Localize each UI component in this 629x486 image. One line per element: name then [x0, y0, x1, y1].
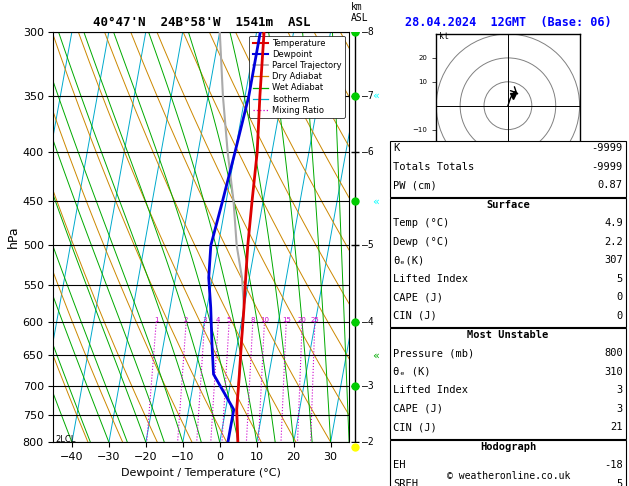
Text: Most Unstable: Most Unstable	[467, 330, 548, 340]
Text: 50: 50	[470, 144, 479, 150]
Text: km
ASL: km ASL	[351, 2, 369, 23]
Text: Totals Totals: Totals Totals	[393, 162, 474, 172]
Text: –4: –4	[362, 317, 374, 327]
X-axis label: Dewpoint / Temperature (°C): Dewpoint / Temperature (°C)	[121, 468, 281, 478]
Text: © weatheronline.co.uk: © weatheronline.co.uk	[447, 471, 570, 481]
Text: Hodograph: Hodograph	[480, 442, 536, 452]
Text: 2.2: 2.2	[604, 237, 623, 247]
Text: 5: 5	[616, 274, 623, 284]
Text: EH: EH	[393, 460, 406, 470]
Text: SREH: SREH	[393, 479, 418, 486]
Title: 40°47'N  24B°58'W  1541m  ASL: 40°47'N 24B°58'W 1541m ASL	[92, 16, 310, 29]
Text: 10: 10	[260, 317, 269, 323]
Text: «: «	[372, 91, 379, 101]
Text: 100: 100	[451, 158, 464, 164]
Text: Dewp (°C): Dewp (°C)	[393, 237, 449, 247]
Text: –5: –5	[362, 241, 374, 250]
Text: 3: 3	[203, 317, 207, 323]
Text: -18: -18	[604, 460, 623, 470]
Y-axis label: hPa: hPa	[7, 226, 20, 248]
Text: θₑ(K): θₑ(K)	[393, 255, 425, 265]
Text: PW (cm): PW (cm)	[393, 180, 437, 191]
Text: 307: 307	[604, 255, 623, 265]
Text: 5: 5	[227, 317, 231, 323]
Text: 4.9: 4.9	[604, 218, 623, 228]
Text: CIN (J): CIN (J)	[393, 422, 437, 433]
Text: 28.04.2024  12GMT  (Base: 06): 28.04.2024 12GMT (Base: 06)	[405, 16, 611, 29]
Text: Pressure (mb): Pressure (mb)	[393, 348, 474, 359]
Text: 800: 800	[604, 348, 623, 359]
Text: Lifted Index: Lifted Index	[393, 385, 468, 396]
Text: θₑ (K): θₑ (K)	[393, 367, 431, 377]
Text: 1: 1	[154, 317, 159, 323]
Text: CAPE (J): CAPE (J)	[393, 404, 443, 414]
Text: Mixing Ratio (g/kg): Mixing Ratio (g/kg)	[412, 181, 422, 293]
Text: 20: 20	[298, 317, 307, 323]
Text: 3: 3	[616, 404, 623, 414]
Text: –6: –6	[362, 147, 374, 157]
Text: 0: 0	[616, 311, 623, 321]
Text: 310: 310	[604, 367, 623, 377]
Text: –3: –3	[362, 382, 374, 391]
Text: «: «	[372, 350, 379, 360]
Legend: Temperature, Dewpoint, Parcel Trajectory, Dry Adiabat, Wet Adiabat, Isotherm, Mi: Temperature, Dewpoint, Parcel Trajectory…	[250, 36, 345, 118]
Text: 25: 25	[311, 317, 320, 323]
Text: –2: –2	[362, 437, 374, 447]
Text: CAPE (J): CAPE (J)	[393, 292, 443, 302]
Text: CIN (J): CIN (J)	[393, 311, 437, 321]
Text: 3: 3	[616, 385, 623, 396]
Text: 8: 8	[250, 317, 255, 323]
Text: 15: 15	[282, 317, 291, 323]
Text: -9999: -9999	[591, 143, 623, 154]
Text: Lifted Index: Lifted Index	[393, 274, 468, 284]
Text: 4: 4	[216, 317, 221, 323]
Text: 0.87: 0.87	[598, 180, 623, 191]
Text: 5: 5	[616, 479, 623, 486]
Text: -9999: -9999	[591, 162, 623, 172]
Text: –8: –8	[362, 27, 374, 36]
Text: 0: 0	[616, 292, 623, 302]
Text: Temp (°C): Temp (°C)	[393, 218, 449, 228]
Text: –7: –7	[362, 91, 374, 101]
Text: 2: 2	[184, 317, 188, 323]
Text: 21: 21	[610, 422, 623, 433]
Text: K: K	[393, 143, 399, 154]
Text: 2LCL: 2LCL	[55, 435, 75, 444]
Text: kt: kt	[438, 32, 448, 41]
Text: Surface: Surface	[486, 200, 530, 210]
Text: «: «	[372, 196, 379, 207]
